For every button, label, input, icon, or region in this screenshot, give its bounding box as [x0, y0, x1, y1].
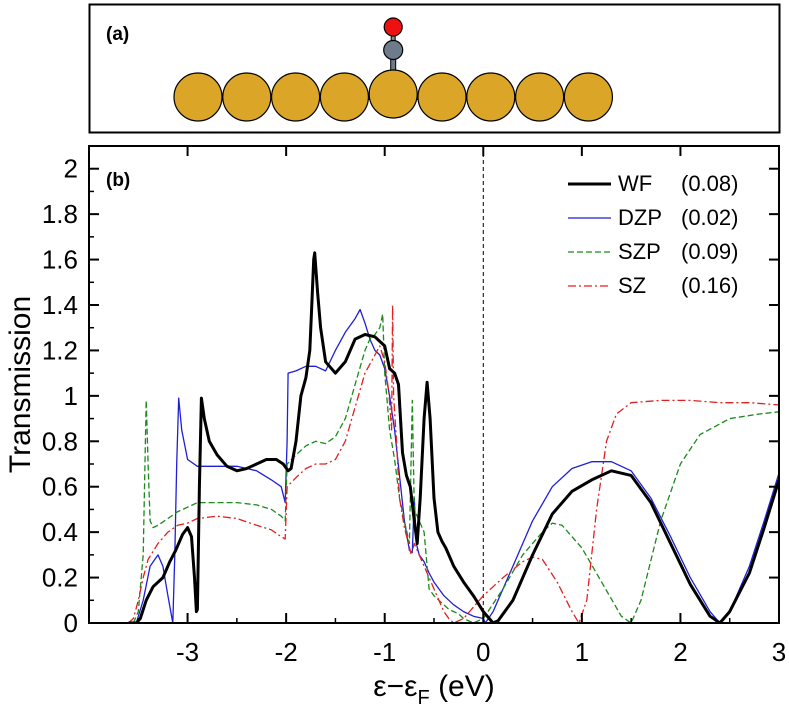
series-line-sz	[127, 304, 779, 623]
y-tick-label: 0.8	[42, 426, 78, 456]
legend-value-wf: (0.08)	[681, 171, 738, 196]
y-tick-label: 1.6	[42, 245, 78, 275]
gold-atom	[563, 72, 614, 122]
x-tick-label: 2	[673, 637, 687, 667]
legend-label-szp: SZP	[618, 239, 661, 264]
y-tick-label: 2	[64, 154, 78, 184]
oxygen-atom	[383, 17, 403, 37]
legend-value-dzp: (0.02)	[681, 205, 738, 230]
legend-label-wf: WF	[618, 171, 652, 196]
y-tick-label: 1.4	[42, 290, 78, 320]
gold-atom	[271, 72, 321, 122]
x-tick-label: 0	[476, 637, 490, 667]
y-axis-title: Transmission	[4, 296, 37, 473]
x-axis-title-unit: (eV)	[430, 670, 495, 703]
panel-a: (a)	[88, 3, 781, 134]
plot-area	[127, 146, 779, 623]
panel-a-label: (a)	[106, 24, 129, 45]
gold-atom	[368, 69, 418, 119]
legend-label-sz: SZ	[618, 273, 646, 298]
x-axis-title: ε−εF (eV)	[373, 670, 495, 704]
gold-atom	[417, 72, 467, 122]
carbon-atom	[383, 39, 404, 61]
legend-value-szp: (0.09)	[681, 239, 738, 264]
legend: WF (0.08) DZP (0.02) SZP (0.09) SZ (0.16)	[568, 171, 738, 298]
gold-atom	[222, 72, 272, 122]
y-tick-label: 1	[64, 381, 78, 411]
gold-atom	[466, 72, 516, 122]
y-tick-label: 0.4	[42, 517, 78, 547]
gold-atom	[173, 72, 223, 122]
x-tick-label: -3	[176, 637, 199, 667]
x-tick-label: -2	[275, 637, 298, 667]
y-tick-label: 0	[64, 608, 78, 638]
panel-b-label: (b)	[106, 170, 130, 191]
y-tick-label: 1.2	[42, 335, 78, 365]
legend-value-sz: (0.16)	[681, 273, 738, 298]
x-tick-label: 1	[575, 637, 589, 667]
gold-atom	[319, 72, 369, 122]
gold-atom	[514, 72, 565, 122]
series-line-szp	[132, 313, 779, 623]
x-axis: -3 -2 -1 0 1 2 3	[137, 146, 786, 667]
panel-b: -3 -2 -1 0 1 2 3 0 0.2 0.4 0.6 0.8 1 1.2 1.4 1.6 1.8 2 (…	[4, 145, 786, 704]
y-tick-label: 0.6	[42, 472, 78, 502]
x-axis-title-subscript: F	[418, 687, 430, 704]
x-tick-label: 3	[772, 637, 786, 667]
legend-label-dzp: DZP	[618, 205, 662, 230]
y-tick-label: 1.8	[42, 199, 78, 229]
y-tick-label: 0.2	[42, 563, 78, 593]
y-axis: 0 0.2 0.4 0.6 0.8 1 1.2 1.4 1.6 1.8 2	[42, 145, 779, 638]
x-axis-title-main: ε−ε	[373, 670, 417, 703]
x-tick-label: -1	[373, 637, 396, 667]
gold-chain-with-co-molecule	[173, 17, 614, 122]
series-line-wf	[128, 251, 779, 623]
